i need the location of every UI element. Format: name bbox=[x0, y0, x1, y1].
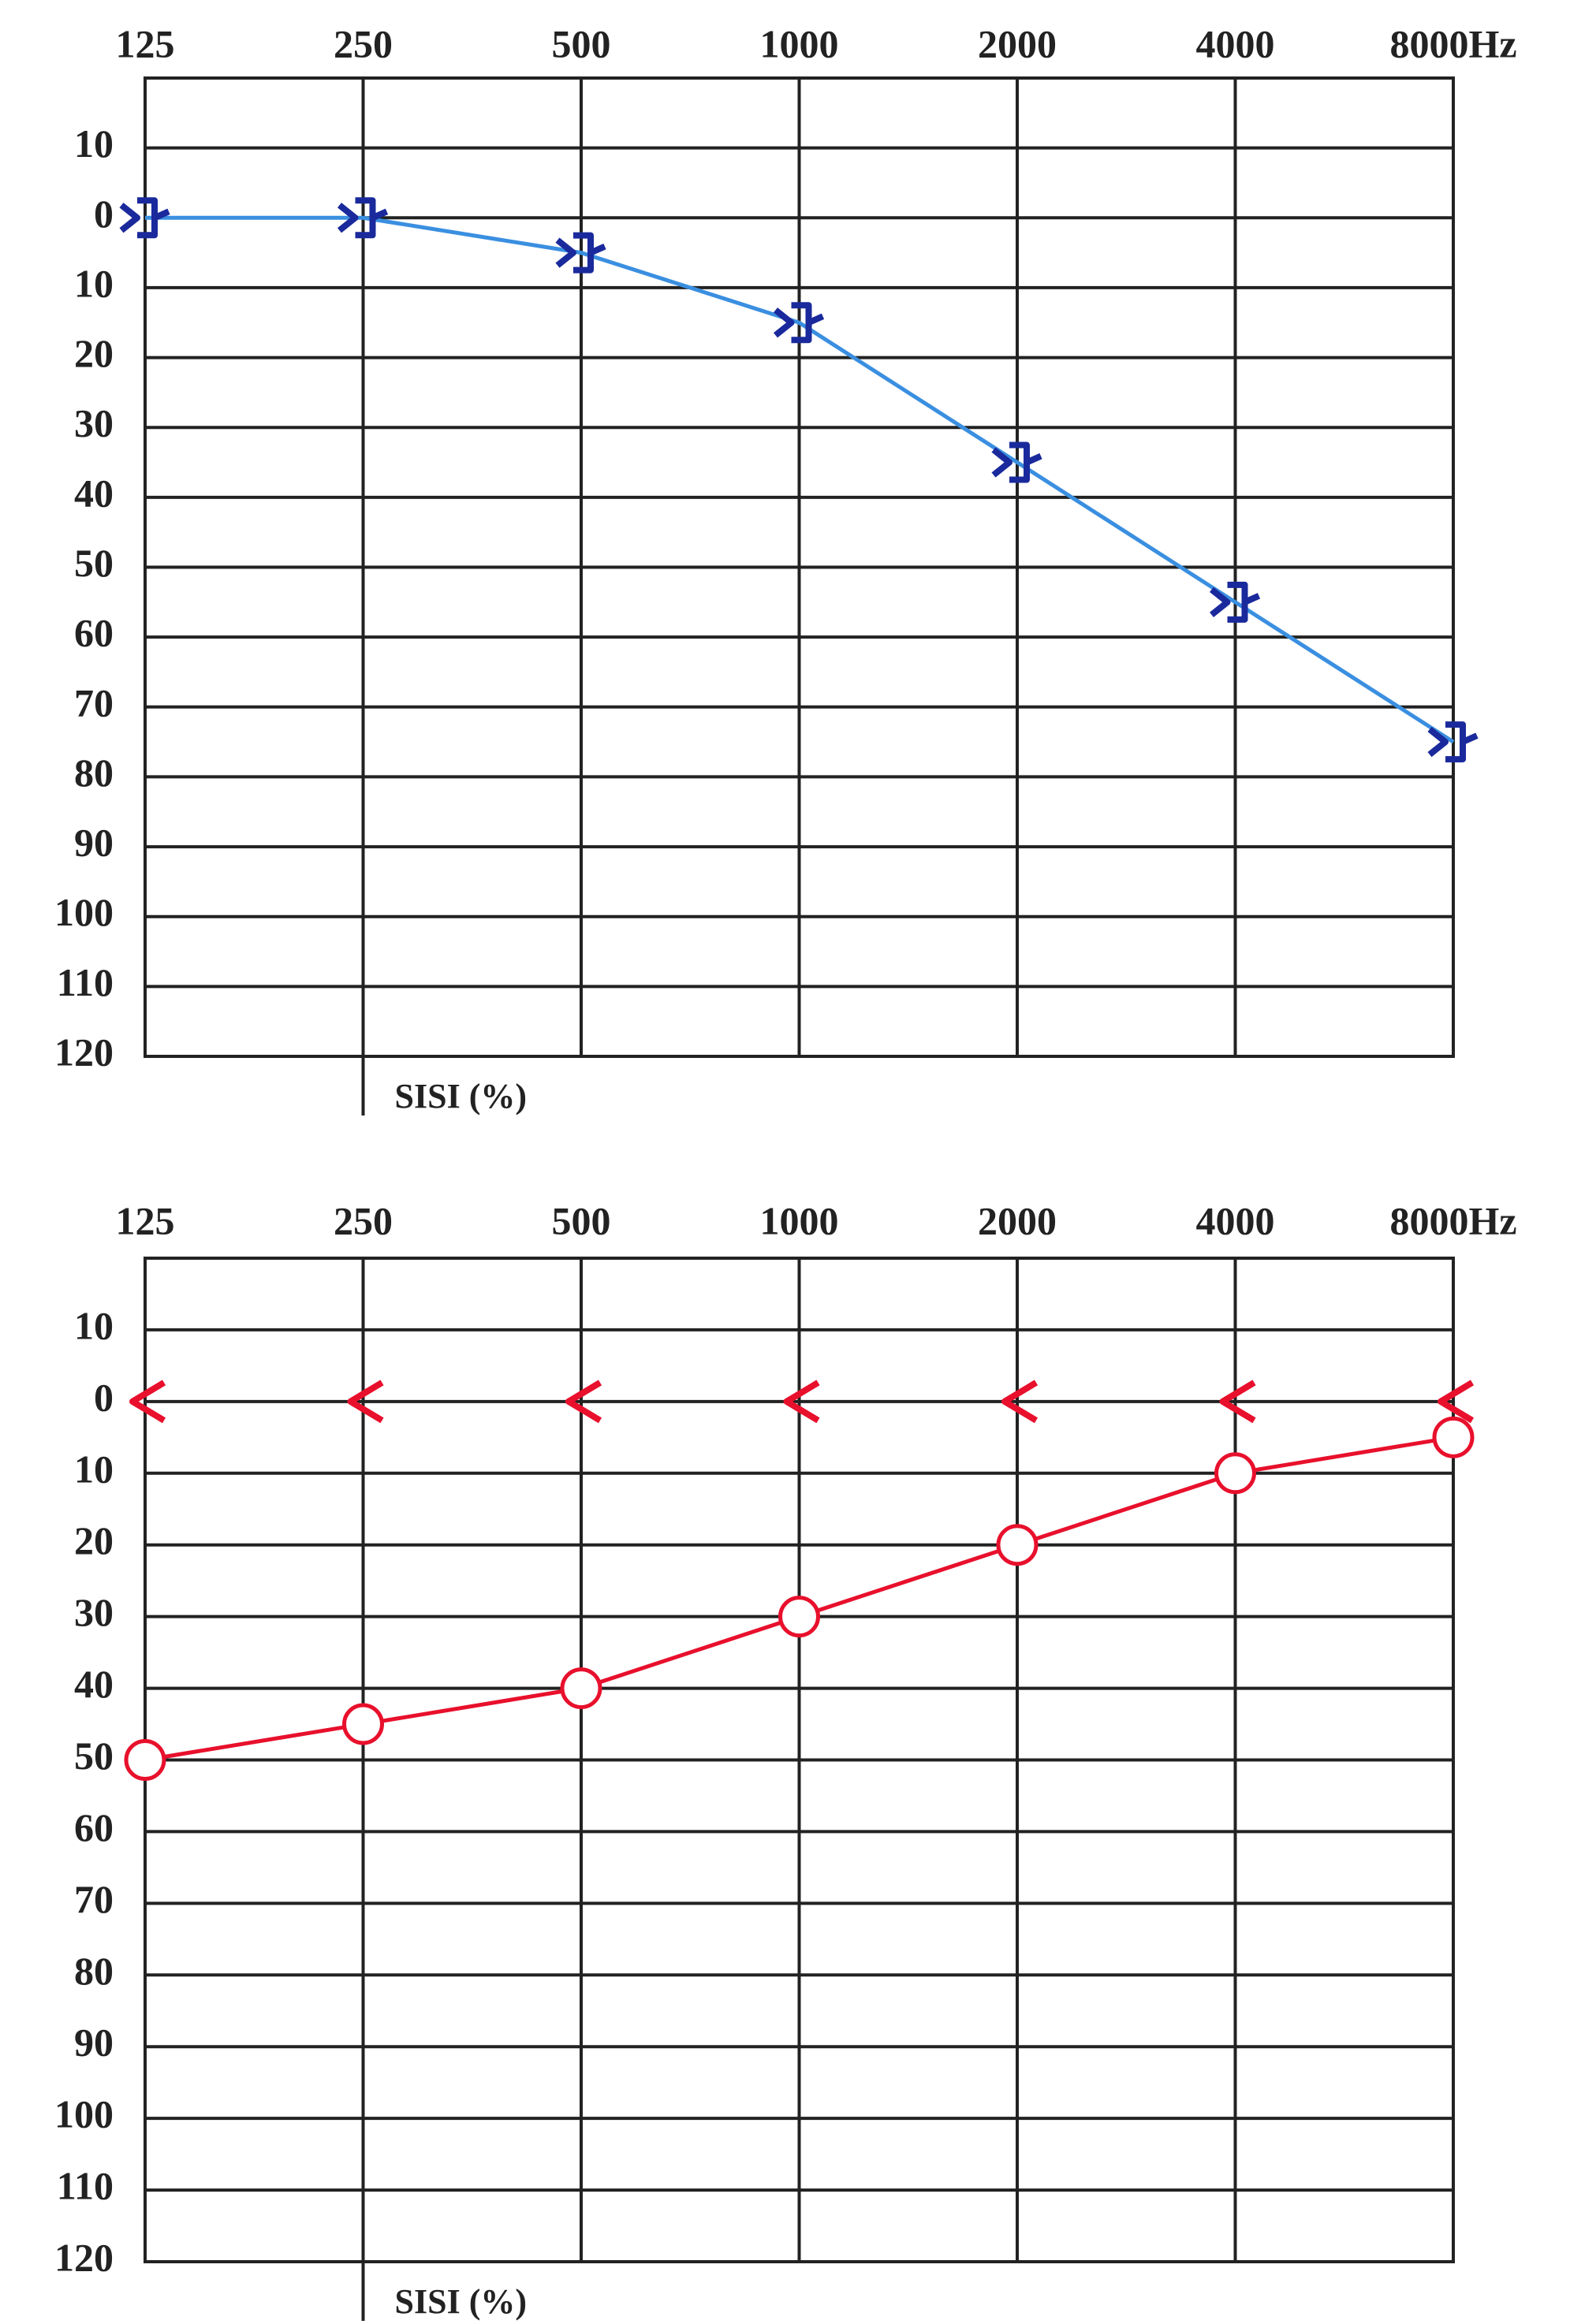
data-point bbox=[991, 441, 1042, 483]
y-tick-label: 20 bbox=[74, 331, 114, 375]
y-tick-label: 100 bbox=[54, 890, 114, 934]
data-point bbox=[996, 1524, 1039, 1566]
y-tick-label: 120 bbox=[54, 1030, 114, 1074]
data-point bbox=[124, 1739, 166, 1781]
annotation: SISI (%) bbox=[395, 2282, 528, 2321]
y-tick-label: 60 bbox=[74, 1805, 114, 1849]
y-tick-label: 100 bbox=[54, 2092, 114, 2136]
y-tick-label: 10 bbox=[74, 261, 114, 305]
x-tick-label: 2000 bbox=[978, 21, 1057, 65]
data-point bbox=[1219, 1380, 1256, 1424]
y-tick-label: 0 bbox=[94, 192, 114, 236]
data-point bbox=[337, 197, 389, 239]
y-tick-label: 120 bbox=[54, 2235, 114, 2279]
x-tick-label: 500 bbox=[552, 21, 611, 65]
y-tick-label: 80 bbox=[74, 750, 114, 795]
y-tick-label: 10 bbox=[74, 121, 114, 166]
data-point bbox=[783, 1380, 820, 1424]
x-tick-label: 125 bbox=[116, 21, 175, 65]
series-line bbox=[145, 215, 1455, 744]
x-tick-label: 250 bbox=[334, 1198, 393, 1242]
x-tick-label: 8000Hz bbox=[1389, 1198, 1516, 1242]
y-tick-label: 10 bbox=[74, 1303, 114, 1347]
y-tick-label: 110 bbox=[57, 960, 114, 1004]
y-tick-label: 70 bbox=[74, 1877, 114, 1921]
x-tick-label: 1000 bbox=[760, 1198, 839, 1242]
y-tick-label: 70 bbox=[74, 680, 114, 724]
x-tick-label: 250 bbox=[334, 21, 393, 65]
y-tick-label: 110 bbox=[57, 2164, 114, 2208]
x-tick-label: 500 bbox=[552, 1198, 611, 1242]
data-point bbox=[560, 1667, 602, 1710]
data-point bbox=[778, 1596, 820, 1638]
y-tick-label: 50 bbox=[74, 541, 114, 585]
data-point bbox=[342, 1703, 384, 1745]
y-tick-label: 90 bbox=[74, 2020, 114, 2065]
y-tick-label: 30 bbox=[74, 1590, 114, 1634]
data-point bbox=[555, 232, 606, 274]
x-tick-label: 4000 bbox=[1196, 1198, 1275, 1242]
y-tick-label: 60 bbox=[74, 611, 114, 655]
x-tick-label: 2000 bbox=[978, 1198, 1057, 1242]
y-tick-label: 40 bbox=[74, 1662, 114, 1706]
data-point bbox=[1001, 1380, 1039, 1424]
y-tick-label: 10 bbox=[74, 1447, 114, 1491]
data-point bbox=[774, 302, 825, 344]
data-point bbox=[119, 197, 170, 239]
data-point bbox=[1427, 721, 1479, 763]
data-point bbox=[1214, 1452, 1256, 1495]
annotation: SISI (%) bbox=[395, 1077, 528, 1115]
x-tick-label: 125 bbox=[116, 1198, 175, 1242]
data-point bbox=[1210, 581, 1261, 623]
data-point bbox=[129, 1380, 166, 1424]
y-tick-label: 50 bbox=[74, 1734, 114, 1778]
y-tick-label: 40 bbox=[74, 471, 114, 515]
data-point bbox=[347, 1380, 384, 1424]
y-tick-label: 80 bbox=[74, 1949, 114, 1993]
data-point bbox=[1438, 1380, 1475, 1424]
data-point bbox=[565, 1380, 602, 1424]
x-tick-label: 4000 bbox=[1196, 21, 1275, 65]
data-point bbox=[1432, 1416, 1475, 1458]
y-tick-label: 30 bbox=[74, 401, 114, 445]
x-tick-label: 1000 bbox=[760, 21, 839, 65]
y-tick-label: 0 bbox=[94, 1375, 114, 1419]
x-tick-label: 8000Hz bbox=[1389, 21, 1516, 65]
y-tick-label: 90 bbox=[74, 821, 114, 865]
y-tick-label: 20 bbox=[74, 1518, 114, 1562]
